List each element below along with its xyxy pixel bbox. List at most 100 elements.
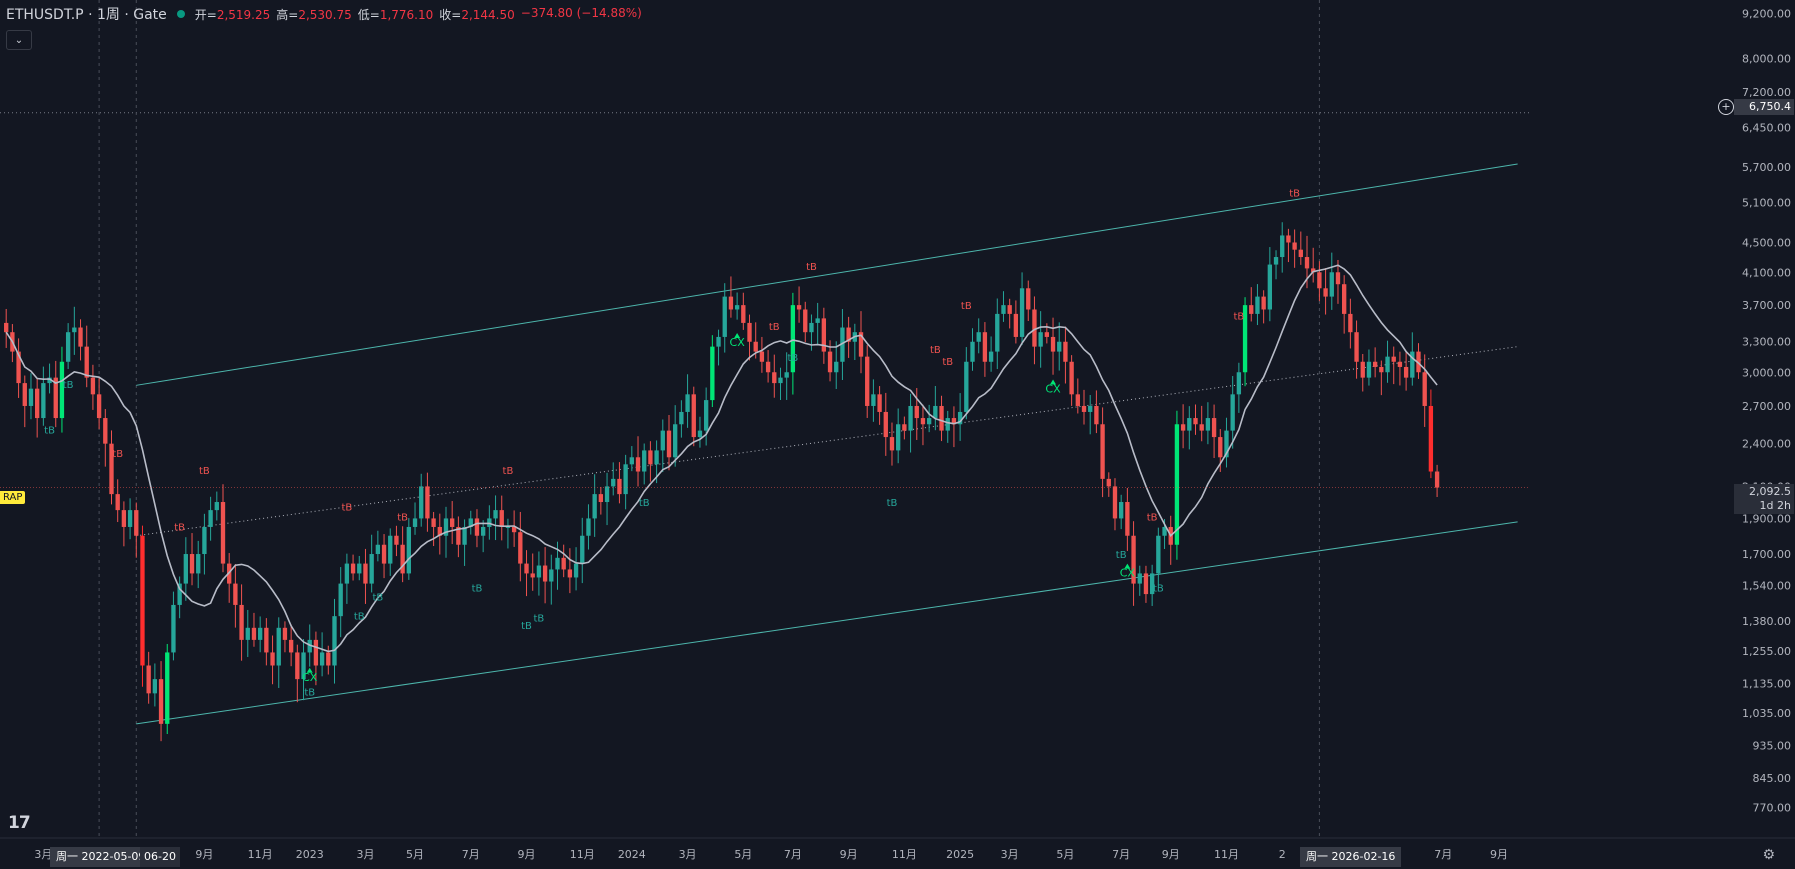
candle-body <box>703 400 709 431</box>
market-status-dot <box>176 10 185 18</box>
candle-body <box>1261 296 1266 310</box>
candle-body <box>1372 361 1378 367</box>
plus-circle-icon[interactable]: + <box>1718 99 1734 115</box>
candle-body <box>592 494 597 519</box>
candle-body <box>524 563 529 574</box>
candle-body <box>239 604 244 640</box>
candle-body <box>530 573 535 578</box>
candle-body <box>561 557 566 570</box>
candle-body <box>920 418 926 425</box>
signal-tb-buy: tB <box>472 584 483 595</box>
x-tick-label: 9月 <box>1162 848 1180 861</box>
candle-body <box>988 351 994 362</box>
candle-body <box>1428 405 1434 472</box>
candle-body <box>425 486 430 519</box>
candle-body <box>208 510 213 527</box>
signal-cx-arrow <box>734 333 741 339</box>
symbol-title[interactable]: ETHUSDT.P · 1周 · Gate <box>6 7 167 23</box>
candle-body <box>34 388 40 419</box>
channel-upper-line <box>136 163 1518 386</box>
candle-body <box>1174 424 1180 545</box>
candle-body <box>1360 361 1365 378</box>
candle-body <box>710 346 715 401</box>
signal-tb-sell: tB <box>112 449 123 460</box>
candle-body <box>1137 573 1142 584</box>
candle-body <box>84 346 89 378</box>
signal-tb-sell: tB <box>1147 512 1158 523</box>
candle-body <box>53 377 58 419</box>
candle-body <box>388 535 393 564</box>
candle-body <box>1249 305 1254 314</box>
candle-body <box>809 322 814 333</box>
candle-body <box>282 627 288 640</box>
candle-body <box>1317 272 1322 289</box>
candle-body <box>127 510 133 527</box>
candle-body <box>1224 430 1229 458</box>
candle-body <box>313 639 319 666</box>
candle-body <box>480 526 486 536</box>
candle-body <box>1075 394 1080 406</box>
candle-body <box>214 502 219 511</box>
low-value: 1,776.10 <box>379 7 434 22</box>
candle-body <box>96 394 102 419</box>
candle-body <box>177 583 182 605</box>
collapse-legend-button[interactable]: ⌄ <box>6 30 32 50</box>
candle-body <box>784 372 789 378</box>
candle-body <box>1280 235 1285 258</box>
candle-body <box>896 424 901 451</box>
candle-body <box>1236 372 1242 395</box>
signal-cx-arrow <box>306 667 313 673</box>
candle-body <box>121 510 127 527</box>
candle-body <box>251 627 257 640</box>
x-tick-label: 2023 <box>296 848 324 861</box>
candle-body <box>4 322 9 333</box>
candle-body <box>722 296 727 337</box>
candle-body <box>140 535 145 666</box>
candle-body <box>1094 405 1099 425</box>
current-price-badge: 2,092.5 1d 2h <box>1734 484 1794 514</box>
candle-body <box>803 309 808 333</box>
partial-date-badge: 06-20 <box>140 847 180 867</box>
x-tick-label: 7月 <box>1434 848 1452 861</box>
candle-body <box>419 486 424 519</box>
candle-body <box>555 557 560 570</box>
signal-tb-buy: tB <box>787 353 798 364</box>
signal-tb-sell: tB <box>806 262 817 273</box>
gear-icon[interactable]: ⚙ <box>1762 847 1775 863</box>
candle-body <box>691 394 696 438</box>
candle-body <box>536 565 542 578</box>
y-tick-label: 3,700.00 <box>1742 299 1791 312</box>
x-tick-label: 9月 <box>518 848 536 861</box>
y-tick-label: 9,200.00 <box>1742 8 1791 21</box>
candle-body <box>877 394 882 412</box>
candle-body <box>90 377 96 395</box>
candle-body <box>165 652 170 724</box>
candle-body <box>220 502 226 564</box>
candle-body <box>511 526 517 533</box>
candle-body <box>257 627 263 640</box>
candle-body <box>1304 257 1310 269</box>
signal-tb-sell: tB <box>397 512 408 523</box>
y-tick-label: 4,500.00 <box>1742 236 1791 249</box>
y-tick-label: 1,035.00 <box>1742 707 1791 720</box>
y-tick-label: 1,900.00 <box>1742 512 1791 525</box>
candle-body <box>821 318 827 352</box>
candle-body <box>865 356 870 406</box>
candle-body <box>59 361 65 419</box>
candle-body <box>660 430 665 451</box>
candle-body <box>598 494 604 503</box>
candle-body <box>790 305 796 373</box>
tradingview-logo[interactable]: 17 <box>8 813 31 833</box>
candle-body <box>518 532 523 564</box>
candle-body <box>580 535 585 564</box>
candle-body <box>1180 424 1186 431</box>
candle-body <box>22 383 27 406</box>
candle-body <box>1019 288 1025 337</box>
x-tick-label: 2 <box>1279 848 1286 861</box>
candle-body <box>288 639 294 653</box>
candle-body <box>840 327 845 362</box>
candle-body <box>542 565 548 582</box>
signal-tb-buy: tB <box>372 593 383 604</box>
candle-body <box>914 405 919 419</box>
